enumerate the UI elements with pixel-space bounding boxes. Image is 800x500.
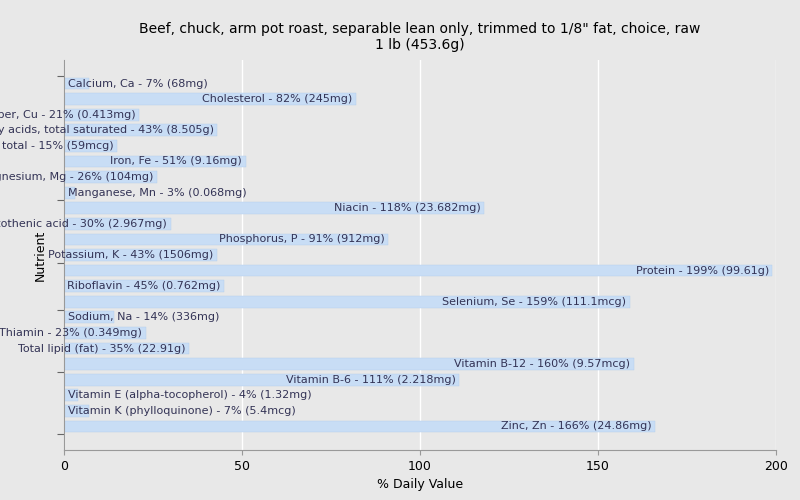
X-axis label: % Daily Value: % Daily Value xyxy=(377,478,463,492)
Bar xyxy=(64,327,146,339)
Text: Pantothenic acid - 30% (2.967mg): Pantothenic acid - 30% (2.967mg) xyxy=(0,219,167,229)
Bar xyxy=(64,420,655,432)
Text: Phosphorus, P - 91% (912mg): Phosphorus, P - 91% (912mg) xyxy=(218,234,384,244)
Bar xyxy=(64,342,189,354)
Bar xyxy=(64,358,634,370)
Bar xyxy=(64,312,114,323)
Bar xyxy=(64,94,356,105)
Bar xyxy=(64,202,484,214)
Text: Copper, Cu - 21% (0.413mg): Copper, Cu - 21% (0.413mg) xyxy=(0,110,135,120)
Text: Thiamin - 23% (0.349mg): Thiamin - 23% (0.349mg) xyxy=(0,328,142,338)
Text: Niacin - 118% (23.682mg): Niacin - 118% (23.682mg) xyxy=(334,203,481,213)
Text: Calcium, Ca - 7% (68mg): Calcium, Ca - 7% (68mg) xyxy=(67,78,207,88)
Text: Vitamin B-12 - 160% (9.57mcg): Vitamin B-12 - 160% (9.57mcg) xyxy=(454,359,630,369)
Bar xyxy=(64,296,630,308)
Text: Zinc, Zn - 166% (24.86mg): Zinc, Zn - 166% (24.86mg) xyxy=(501,422,651,432)
Bar xyxy=(64,78,89,90)
Bar xyxy=(64,280,224,292)
Bar xyxy=(64,124,217,136)
Text: Iron, Fe - 51% (9.16mg): Iron, Fe - 51% (9.16mg) xyxy=(110,156,242,166)
Bar xyxy=(64,140,118,152)
Bar xyxy=(64,374,459,386)
Text: Riboflavin - 45% (0.762mg): Riboflavin - 45% (0.762mg) xyxy=(67,281,221,291)
Bar xyxy=(64,264,773,276)
Text: Folate, total - 15% (59mcg): Folate, total - 15% (59mcg) xyxy=(0,141,114,151)
Bar xyxy=(64,187,74,198)
Text: Potassium, K - 43% (1506mg): Potassium, K - 43% (1506mg) xyxy=(48,250,214,260)
Y-axis label: Nutrient: Nutrient xyxy=(34,230,46,280)
Bar xyxy=(64,249,217,261)
Bar xyxy=(64,156,246,168)
Bar xyxy=(64,218,171,230)
Text: Total lipid (fat) - 35% (22.91g): Total lipid (fat) - 35% (22.91g) xyxy=(18,344,185,353)
Text: Protein - 199% (99.61g): Protein - 199% (99.61g) xyxy=(636,266,769,276)
Text: Vitamin K (phylloquinone) - 7% (5.4mcg): Vitamin K (phylloquinone) - 7% (5.4mcg) xyxy=(67,406,295,416)
Text: Fatty acids, total saturated - 43% (8.505g): Fatty acids, total saturated - 43% (8.50… xyxy=(0,126,214,136)
Text: Selenium, Se - 159% (111.1mcg): Selenium, Se - 159% (111.1mcg) xyxy=(442,297,626,307)
Bar xyxy=(64,405,89,416)
Bar xyxy=(64,390,78,401)
Bar xyxy=(64,109,138,120)
Bar xyxy=(64,171,157,183)
Text: Sodium, Na - 14% (336mg): Sodium, Na - 14% (336mg) xyxy=(67,312,219,322)
Title: Beef, chuck, arm pot roast, separable lean only, trimmed to 1/8" fat, choice, ra: Beef, chuck, arm pot roast, separable le… xyxy=(139,22,701,52)
Text: Vitamin E (alpha-tocopherol) - 4% (1.32mg): Vitamin E (alpha-tocopherol) - 4% (1.32m… xyxy=(67,390,311,400)
Text: Magnesium, Mg - 26% (104mg): Magnesium, Mg - 26% (104mg) xyxy=(0,172,153,182)
Text: Cholesterol - 82% (245mg): Cholesterol - 82% (245mg) xyxy=(202,94,352,104)
Text: Vitamin B-6 - 111% (2.218mg): Vitamin B-6 - 111% (2.218mg) xyxy=(286,374,456,384)
Text: Manganese, Mn - 3% (0.068mg): Manganese, Mn - 3% (0.068mg) xyxy=(67,188,246,198)
Bar xyxy=(64,234,388,245)
